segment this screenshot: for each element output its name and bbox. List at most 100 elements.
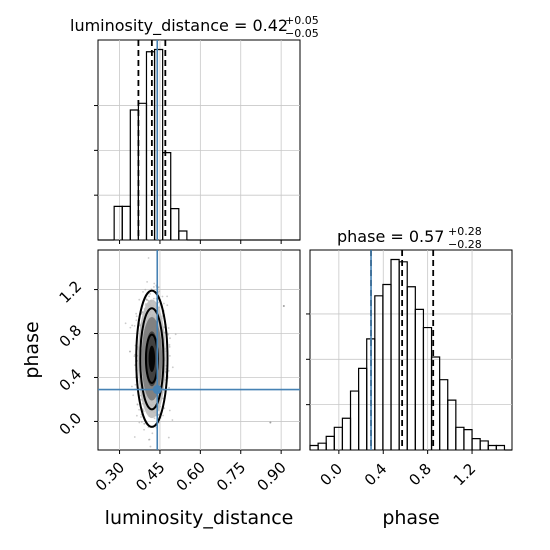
ld-hist-bar-10: [178, 230, 188, 240]
joint-sample-point-329: [135, 414, 138, 417]
joint-frame: [97, 249, 301, 451]
joint-sample-point-565: [168, 344, 171, 346]
joint-sample-point-98: [142, 291, 144, 293]
ph-hist-bar-6: [358, 367, 368, 450]
ph-title: phase = 0.57: [337, 227, 444, 246]
ph-hist-bar-13: [414, 308, 425, 450]
ph-x-tick-label-0: 0.0: [317, 460, 347, 490]
joint-sample-point-704: [138, 408, 141, 411]
ph-hist-bar-21: [479, 440, 489, 450]
joint-outlier-point-0: [282, 305, 285, 308]
joint-sample-point-706: [168, 354, 171, 357]
joint-sample-point-872: [135, 312, 138, 315]
ld-hist-bar-3: [121, 205, 131, 240]
joint-sample-point-536: [144, 288, 147, 291]
joint-sample-point-712: [167, 333, 170, 336]
joint-sample-point-838: [161, 295, 164, 298]
joint-sample-point-571: [166, 295, 169, 298]
joint-sample-point-380: [149, 293, 152, 295]
joint-sample-point-175: [124, 322, 127, 325]
joint-sample-point-72: [146, 281, 149, 283]
ph-hist-bar-23: [495, 444, 506, 450]
joint-contour-1: [139, 307, 165, 411]
joint-sample-point-287: [158, 290, 160, 293]
joint-sample-point-436: [153, 282, 156, 285]
joint-sample-point-122: [133, 324, 136, 327]
ph-hist-bar-20: [471, 438, 481, 450]
ph-hist-bar-16: [439, 379, 449, 450]
joint-sample-point-720: [140, 416, 142, 418]
joint-sample-point-185: [167, 369, 170, 372]
ph-hist-bar-17: [447, 399, 457, 450]
ph-x-ticks: 0.0 0.4 0.8 1.2: [317, 450, 479, 490]
joint-y-axis-label: phase: [21, 321, 43, 378]
ld-hist-bar-5: [137, 102, 148, 240]
ph-hist-bar-18: [455, 426, 465, 450]
ph-hist-bar-10: [390, 258, 400, 450]
ph-hist-bar-2: [325, 435, 335, 450]
joint-y-ticks: 0.0 0.4 0.8 1.2: [56, 277, 98, 439]
ph-hist-bar-11: [398, 261, 408, 450]
joint-x-tick-label-4: 0.90: [253, 458, 289, 494]
ph-hist-bar-1: [317, 442, 327, 450]
joint-sample-point-444: [133, 436, 136, 438]
joint-outlier-point-1: [269, 421, 272, 424]
joint-sample-point-767: [168, 346, 171, 348]
joint-x-ticks: 0.30 0.45 0.60 0.75 0.90: [92, 450, 290, 495]
joint-sample-point-828: [161, 315, 164, 318]
ph-hist-bar-9: [382, 283, 392, 450]
joint-sample-point-659: [149, 445, 152, 448]
joint-sample-point-531: [168, 409, 171, 412]
joint-sample-point-25: [148, 295, 150, 298]
ph-hist-bar-5: [349, 390, 360, 450]
joint-sample-point-418: [130, 385, 133, 388]
ld-hist-bars: [98, 48, 300, 241]
joint-sample-point-465: [129, 326, 132, 329]
joint-sample-point-875: [145, 299, 148, 301]
ld-hist-bar-6: [145, 51, 156, 240]
ph-hist-frame: [309, 249, 513, 451]
ph-hist-bar-22: [487, 444, 497, 450]
ld-hist-ticks: [94, 105, 282, 244]
joint-sample-point-761: [163, 302, 165, 305]
ld-hist-bar-4: [129, 109, 139, 240]
ph-hist-bar-0: [309, 444, 319, 450]
joint-y-tick-label-0: 0.0: [56, 409, 86, 439]
joint-sample-point-289: [143, 422, 146, 425]
joint-sample-point-796: [167, 327, 170, 329]
joint-sample-point-776: [141, 311, 144, 314]
joint-grid: [98, 250, 300, 450]
joint-sample-point-518: [151, 432, 154, 435]
joint-sample-point-322: [152, 297, 155, 300]
ph-hist-bar-12: [406, 286, 416, 450]
joint-sample-point-528: [133, 355, 136, 358]
joint-sample-point-451: [169, 337, 171, 340]
joint-sample-point-502: [140, 421, 143, 423]
joint-sample-point-538: [174, 333, 177, 336]
joint-sample-point-497: [138, 421, 141, 424]
joint-contour-2: [135, 289, 169, 428]
joint-sample-point-707: [140, 313, 143, 315]
joint-sample-point-708: [132, 394, 135, 397]
joint-y-tick-label-3: 1.2: [56, 277, 86, 307]
joint-sample-point-189: [143, 428, 145, 431]
joint-truth-marker: [152, 385, 162, 395]
joint-x-tick-label-2: 0.60: [173, 458, 209, 494]
luminosity-distance-histogram-panel: luminosity_distance = 0.42 +0.05 −0.05: [70, 14, 319, 244]
joint-sample-point-506: [140, 398, 143, 401]
ph-quantile-lines: [370, 250, 435, 450]
joint-truth-markers: [98, 250, 300, 450]
joint-sample-point-53: [135, 319, 138, 322]
joint-sample-point-841: [135, 315, 138, 318]
ld-hist-frame: [97, 39, 301, 241]
ld-title-sub: −0.05: [285, 27, 319, 40]
joint-y-tick-label-1: 0.4: [56, 365, 86, 395]
joint-sample-point-721: [153, 417, 156, 420]
joint-sample-point-314: [167, 436, 170, 439]
ld-hist-grid: [98, 40, 300, 240]
ph-x-axis-label: phase: [382, 507, 439, 529]
ld-title-sup: +0.05: [285, 14, 319, 27]
joint-sample-point-223: [171, 366, 174, 369]
joint-sample-point-237: [166, 304, 169, 307]
